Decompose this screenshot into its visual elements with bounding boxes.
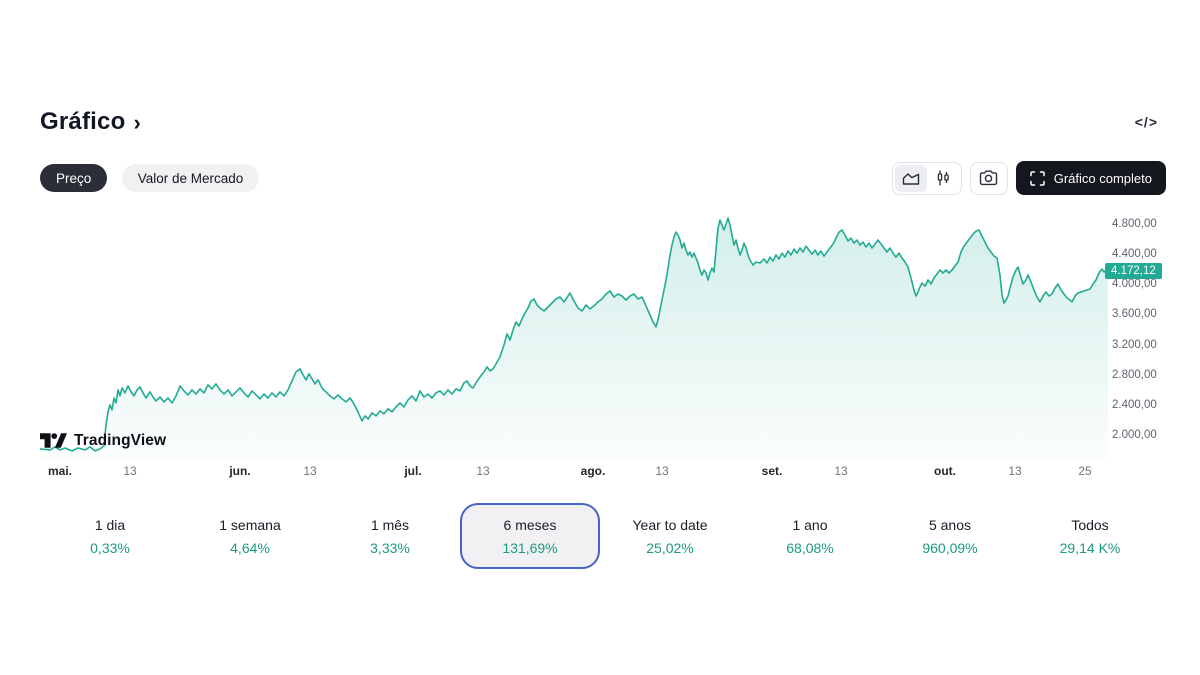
chart-type-segmented-control	[891, 161, 962, 195]
time-axis-label: 25	[1078, 464, 1092, 478]
price-scale-label: 4.800,00	[1112, 218, 1157, 231]
tradingview-attribution[interactable]: TradingView	[40, 431, 166, 450]
candlestick-chart-icon[interactable]	[927, 165, 959, 192]
price-scale-label: 3.600,00	[1112, 308, 1157, 321]
time-axis-label: jun.	[229, 464, 251, 478]
period-item-todos[interactable]: Todos 29,14 K%	[1020, 503, 1160, 569]
period-value: 25,02%	[646, 539, 694, 556]
time-axis-label: 13	[303, 464, 317, 478]
period-label: 1 ano	[792, 516, 828, 533]
period-item-1-dia[interactable]: 1 dia 0,33%	[40, 503, 180, 569]
screenshot-camera-button[interactable]	[969, 161, 1008, 195]
time-axis-label: jul.	[404, 464, 422, 478]
period-value: 29,14 K%	[1059, 539, 1121, 556]
price-area	[40, 218, 1108, 460]
price-scale-label: 4.000,00	[1112, 278, 1157, 291]
price-line	[39, 217, 1109, 452]
full-chart-button[interactable]: Gráfico completo	[1015, 161, 1166, 195]
period-item-1-semana[interactable]: 1 semana 4,64%	[180, 503, 320, 569]
fullscreen-icon	[1029, 170, 1045, 186]
price-scale-label: 2.000,00	[1112, 428, 1157, 441]
period-stats-row: 1 dia 0,33% 1 semana 4,64% 1 mês 3,33% 6 meses…	[40, 503, 1160, 569]
period-item-year-to-date[interactable]: Year to date 25,02%	[600, 503, 740, 569]
period-value: 0,33%	[90, 539, 130, 556]
time-axis[interactable]: mai. 13 jun. 13 jul. 13 ago. 13 set. 13 out. 13 25	[40, 464, 1108, 480]
price-chart[interactable]	[39, 210, 1109, 460]
period-label: Todos	[1071, 516, 1109, 533]
time-axis-label: set.	[761, 464, 783, 478]
period-value: 4,64%	[230, 539, 270, 556]
period-label: 1 mês	[370, 516, 410, 533]
time-axis-label: mai.	[47, 464, 73, 478]
area-chart-canvas	[39, 217, 1109, 460]
period-label: 5 anos	[928, 516, 972, 533]
page-title: Gráfico	[40, 108, 126, 135]
controls-row: Preço Valor de Mercado	[40, 161, 1166, 195]
time-axis-label: ago.	[580, 464, 606, 478]
time-axis-label: out.	[934, 464, 956, 478]
time-axis-label: 13	[1008, 464, 1022, 478]
embed-code-icon[interactable]: </>	[1134, 114, 1158, 130]
page-title-link[interactable]: Gráfico ›	[40, 108, 141, 136]
tradingview-logo-icon	[40, 433, 67, 448]
time-axis-label: 13	[476, 464, 490, 478]
chart-toolbar: Gráfico completo	[891, 161, 1166, 195]
period-label: 1 semana	[219, 516, 281, 533]
tab-price[interactable]: Preço	[40, 164, 108, 192]
time-axis-label: 13	[834, 464, 848, 478]
period-value: 960,09%	[922, 539, 978, 556]
price-scale-label: 2.800,00	[1112, 368, 1157, 381]
time-axis-label: 13	[123, 464, 137, 478]
last-price-badge: 4.172,12	[1105, 263, 1162, 279]
period-label: 6 meses	[503, 516, 557, 533]
price-scale-label: 2.400,00	[1112, 398, 1157, 411]
chevron-right-icon: ›	[133, 109, 141, 135]
period-value: 131,69%	[502, 539, 558, 556]
tradingview-brand-text: TradingView	[74, 431, 167, 449]
period-item-1-mês[interactable]: 1 mês 3,33%	[320, 503, 460, 569]
tab-market-cap[interactable]: Valor de Mercado	[121, 164, 260, 192]
period-item-5-anos[interactable]: 5 anos 960,09%	[880, 503, 1020, 569]
time-axis-label: 13	[655, 464, 669, 478]
price-scale-label: 3.200,00	[1112, 338, 1157, 351]
period-label: 1 dia	[94, 516, 126, 533]
period-value: 3,33%	[370, 539, 410, 556]
period-value: 68,08%	[786, 539, 834, 556]
period-label: Year to date	[632, 516, 708, 533]
period-item-6-meses[interactable]: 6 meses 131,69%	[460, 503, 600, 569]
full-chart-button-label: Gráfico completo	[1053, 170, 1152, 186]
area-chart-icon[interactable]	[894, 164, 927, 192]
price-scale[interactable]: 4.800,00 4.400,00 4.000,00 3.600,00 3.200,00…	[1112, 210, 1192, 460]
price-scale-label: 4.400,00	[1112, 248, 1157, 261]
metric-tabs: Preço Valor de Mercado	[40, 164, 260, 192]
period-item-1-ano[interactable]: 1 ano 68,08%	[740, 503, 880, 569]
